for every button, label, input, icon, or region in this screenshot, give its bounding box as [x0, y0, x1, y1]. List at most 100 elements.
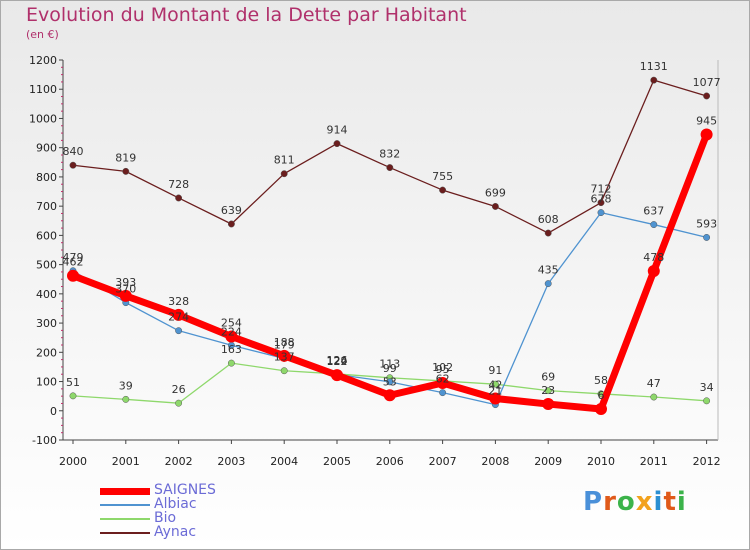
- x-tick-label: 2005: [323, 455, 351, 468]
- data-point-saignes: [67, 269, 79, 282]
- brand-logo: Proxiti: [583, 487, 687, 517]
- data-point-albiac: [544, 280, 552, 288]
- data-point-albiac: [650, 221, 658, 229]
- data-point-albiac: [439, 389, 447, 397]
- data-label-saignes: 95: [436, 363, 450, 376]
- data-point-aynac: [227, 220, 235, 228]
- legend-item: Bio: [100, 510, 300, 526]
- data-label-bio: 47: [647, 377, 661, 390]
- x-tick-label: 2011: [640, 455, 668, 468]
- data-label-aynac: 914: [327, 124, 348, 137]
- y-tick-label: 200: [36, 346, 57, 359]
- data-point-aynac: [280, 170, 288, 178]
- y-tick-label: -100: [32, 434, 57, 447]
- data-label-aynac: 840: [63, 145, 84, 158]
- data-point-aynac: [386, 164, 394, 172]
- data-label-aynac: 712: [591, 183, 612, 196]
- data-point-saignes: [172, 308, 185, 321]
- data-label-aynac: 1077: [693, 76, 721, 89]
- x-tick-label: 2006: [376, 455, 404, 468]
- y-tick-label: 300: [36, 317, 57, 330]
- data-point-saignes: [119, 289, 132, 302]
- data-label-saignes: 328: [168, 295, 189, 308]
- data-label-saignes: 393: [115, 276, 136, 289]
- data-label-albiac: 678: [591, 193, 612, 206]
- data-point-saignes: [331, 369, 343, 382]
- data-point-albiac: [175, 327, 183, 335]
- chart-subtitle: (en €): [26, 28, 59, 41]
- legend-label: SAIGNES: [154, 482, 216, 498]
- data-point-aynac: [650, 76, 658, 84]
- data-label-aynac: 728: [168, 178, 189, 191]
- data-label-aynac: 1131: [640, 60, 668, 73]
- data-point-saignes: [700, 128, 713, 141]
- data-label-saignes: 6: [598, 389, 605, 402]
- data-label-albiac: 224: [221, 325, 242, 338]
- data-label-albiac: 479: [63, 251, 84, 264]
- data-point-albiac: [386, 378, 394, 386]
- data-point-bio: [544, 387, 552, 395]
- x-tick-label: 2008: [481, 455, 509, 468]
- data-point-saignes: [595, 403, 607, 416]
- legend-item: SAIGNES: [100, 482, 300, 498]
- data-label-albiac: 370: [115, 283, 136, 296]
- x-tick-label: 2004: [270, 455, 298, 468]
- data-label-albiac: 99: [383, 362, 397, 375]
- data-point-bio: [122, 395, 130, 403]
- data-point-bio: [280, 367, 288, 375]
- data-point-saignes: [647, 265, 660, 278]
- legend-swatch: [100, 488, 150, 495]
- data-label-albiac: 124: [327, 355, 348, 368]
- data-point-saignes: [225, 330, 238, 343]
- x-tick-label: 2003: [217, 455, 245, 468]
- legend-swatch: [100, 504, 150, 506]
- legend-label: Aynac: [154, 524, 197, 540]
- legend-item: Albiac: [100, 496, 300, 512]
- data-label-saignes: 254: [221, 317, 242, 330]
- chart-title: Evolution du Montant de la Dette par Hab…: [26, 4, 467, 26]
- x-tick-label: 2001: [112, 455, 140, 468]
- data-label-albiac: 274: [168, 311, 189, 324]
- data-point-aynac: [544, 229, 552, 237]
- data-label-bio: 39: [119, 379, 133, 392]
- data-point-bio: [227, 359, 235, 367]
- data-point-bio: [69, 392, 77, 400]
- data-label-saignes: 188: [274, 336, 295, 349]
- data-label-saignes: 462: [63, 256, 84, 269]
- data-label-albiac: 435: [538, 264, 559, 277]
- data-label-albiac: 62: [436, 373, 450, 386]
- x-tick-label: 2012: [693, 455, 721, 468]
- data-label-bio: 126: [327, 354, 348, 367]
- x-tick-label: 2002: [165, 455, 193, 468]
- data-label-albiac: 179: [274, 338, 295, 351]
- data-point-aynac: [491, 202, 499, 210]
- data-label-aynac: 639: [221, 204, 242, 217]
- data-label-aynac: 699: [485, 186, 506, 199]
- legend-label: Albiac: [154, 496, 197, 512]
- data-point-saignes: [278, 349, 291, 362]
- data-point-bio: [175, 399, 183, 407]
- y-tick-label: 1000: [29, 112, 57, 125]
- data-point-aynac: [703, 92, 711, 100]
- legend-label: Bio: [154, 510, 177, 526]
- data-label-saignes: 23: [541, 384, 555, 397]
- data-label-albiac: 593: [696, 217, 717, 230]
- data-label-saignes: 122: [327, 355, 348, 368]
- y-tick-label: 1200: [29, 54, 57, 67]
- data-point-saignes: [436, 377, 449, 389]
- data-label-saignes: 478: [643, 251, 664, 264]
- legend-swatch: [100, 532, 150, 534]
- data-label-bio: 113: [379, 358, 400, 371]
- data-label-albiac: 21: [488, 385, 502, 398]
- data-point-bio: [491, 380, 499, 388]
- data-point-saignes: [489, 392, 502, 405]
- data-point-saignes: [383, 389, 396, 402]
- data-label-bio: 26: [172, 383, 186, 396]
- x-tick-label: 2007: [429, 455, 457, 468]
- data-point-aynac: [122, 167, 130, 175]
- data-label-aynac: 811: [274, 154, 295, 167]
- data-label-bio: 163: [221, 343, 242, 356]
- data-point-bio: [650, 393, 658, 401]
